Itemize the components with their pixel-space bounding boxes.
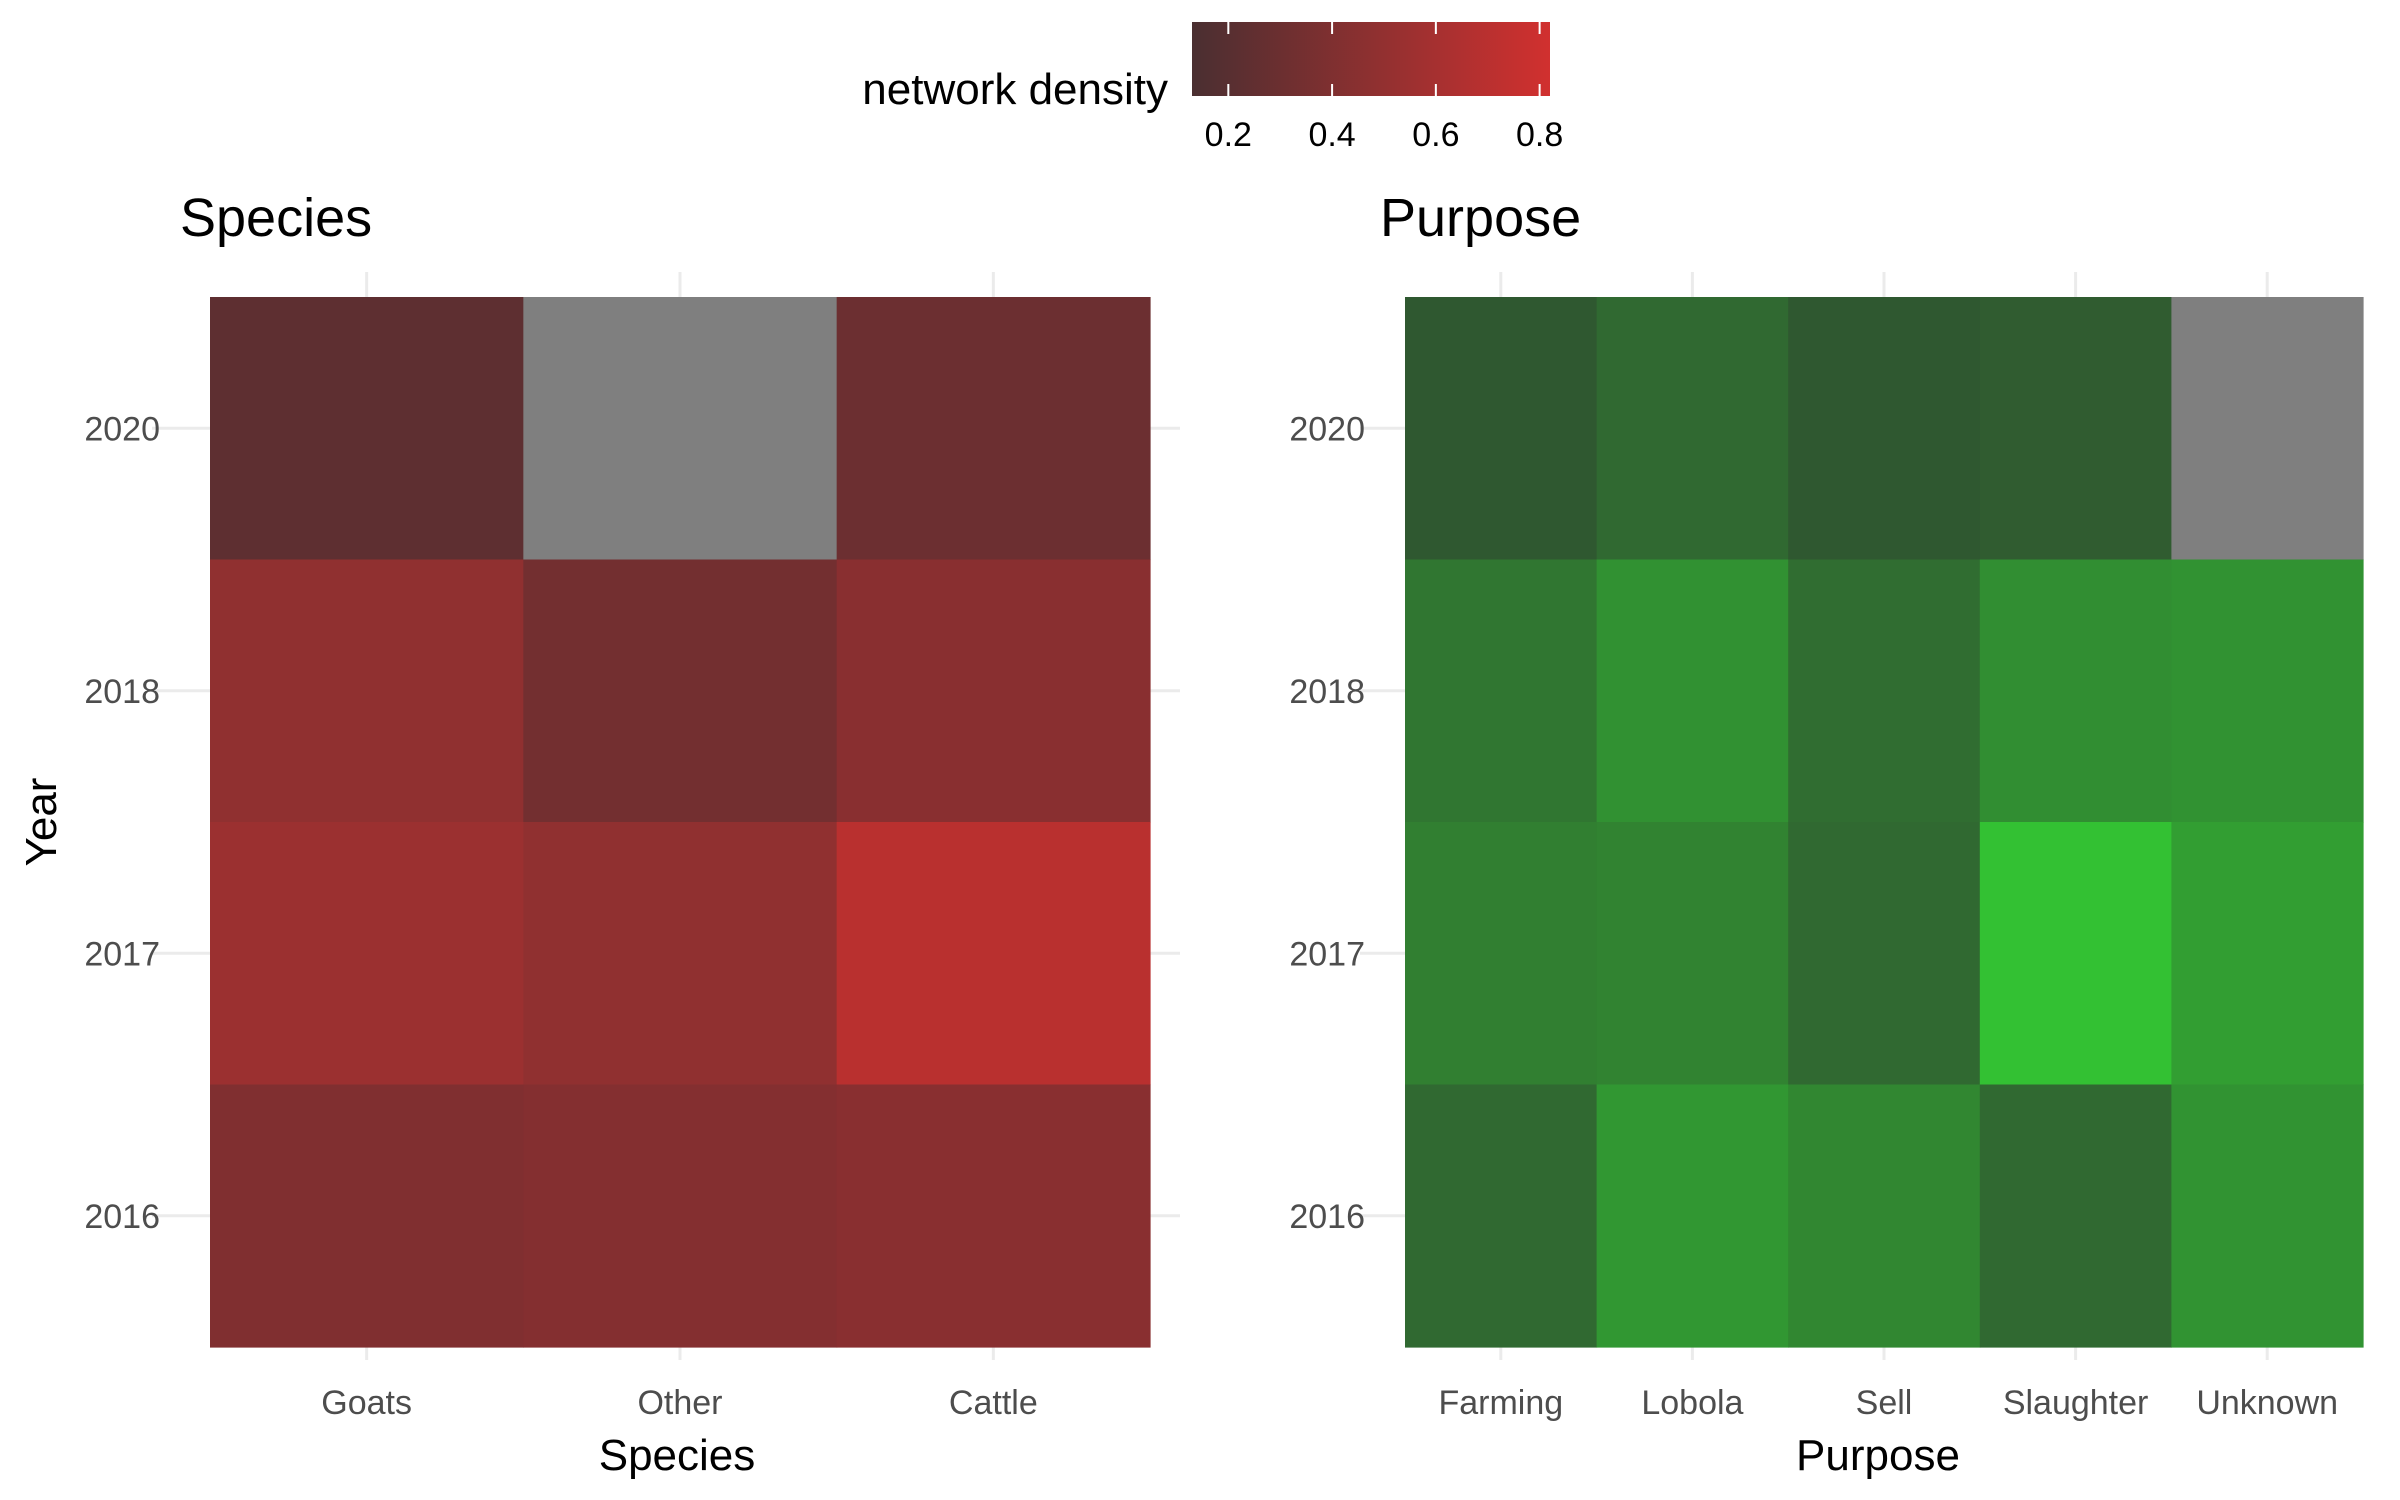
heatmap-tile	[1405, 822, 1598, 1086]
heatmap-tile	[2171, 822, 2364, 1086]
heatmap-tile	[1788, 822, 1981, 1086]
heatmap-tile	[836, 822, 1151, 1086]
legend-title: network density	[862, 65, 1168, 114]
heatmap-tile	[1979, 297, 2172, 561]
y-tick-label: 2020	[84, 410, 160, 448]
purpose-y-tick-labels: 2020 2018 2017 2016	[1289, 410, 1365, 1236]
heatmap-tile	[836, 559, 1151, 823]
x-tick-label: Slaughter	[2003, 1384, 2149, 1422]
heatmap-tile	[523, 822, 838, 1086]
species-x-axis-title: Species	[599, 1431, 756, 1480]
heatmap-tile	[2171, 1084, 2364, 1348]
heatmap-tile	[1788, 297, 1981, 561]
heatmap-tile	[210, 1084, 524, 1348]
x-tick-label: Farming	[1438, 1384, 1563, 1422]
heatmap-tile	[2171, 559, 2364, 823]
legend-tick-label: 0.6	[1412, 116, 1459, 154]
heatmap-tile	[523, 559, 838, 823]
heatmap-tile	[1979, 559, 2172, 823]
heatmap-tile	[1405, 1084, 1598, 1348]
legend-ticks: 0.2 0.4 0.6 0.8	[1205, 22, 1563, 154]
legend-tick-label: 0.8	[1516, 116, 1563, 154]
purpose-panel: Purpose Farming Lobola Sell Slaughter Unknow…	[1289, 188, 2364, 1480]
x-tick-label: Lobola	[1641, 1384, 1743, 1422]
y-tick-label: 2018	[1289, 673, 1365, 711]
legend-tick-label: 0.2	[1205, 116, 1252, 154]
heatmap-tile	[836, 1084, 1151, 1348]
purpose-heatmap-tiles	[1405, 297, 2364, 1348]
heatmap-tile	[1405, 297, 1598, 561]
purpose-x-axis-title: Purpose	[1796, 1431, 1960, 1480]
species-panel-title: Species	[180, 188, 372, 248]
y-tick-label: 2017	[84, 935, 160, 973]
species-x-tick-labels: Goats Other Cattle	[321, 1384, 1037, 1422]
y-axis-title: Year	[17, 778, 66, 867]
heatmap-tile	[210, 822, 524, 1086]
heatmap-tile	[523, 1084, 838, 1348]
heatmap-tile	[836, 297, 1151, 561]
legend-colorbar	[1192, 22, 1550, 96]
y-tick-label: 2017	[1289, 935, 1365, 973]
x-tick-label: Goats	[321, 1384, 412, 1422]
y-tick-label: 2020	[1289, 410, 1365, 448]
heatmap-tile	[1788, 1084, 1981, 1348]
heatmap-tile	[2171, 297, 2364, 561]
heatmap-tile	[1788, 559, 1981, 823]
species-heatmap-tiles	[210, 297, 1151, 1348]
x-tick-label: Unknown	[2196, 1384, 2338, 1422]
x-tick-label: Sell	[1856, 1384, 1913, 1422]
legend-tick-label: 0.4	[1308, 116, 1355, 154]
species-panel: Species Goats Other Cattle 2020 2018 2017 201…	[17, 188, 1180, 1480]
y-tick-label: 2018	[84, 673, 160, 711]
heatmap-tile	[210, 559, 524, 823]
color-legend: network density 0.2 0.4 0.6 0.8	[862, 22, 1563, 154]
heatmap-tile	[1405, 559, 1598, 823]
heatmap-tile	[1979, 1084, 2172, 1348]
heatmap-tile	[1979, 822, 2172, 1086]
heatmap-tile	[523, 297, 838, 561]
y-tick-label: 2016	[1289, 1198, 1365, 1236]
heatmap-tile	[1596, 1084, 1789, 1348]
heatmap-tile	[1596, 559, 1789, 823]
heatmap-tile	[1596, 297, 1789, 561]
y-tick-label: 2016	[84, 1198, 160, 1236]
species-y-tick-labels: 2020 2018 2017 2016	[84, 410, 160, 1236]
purpose-x-tick-labels: Farming Lobola Sell Slaughter Unknown	[1438, 1384, 2338, 1422]
heatmap-tile	[210, 297, 524, 561]
x-tick-label: Cattle	[949, 1384, 1038, 1422]
x-tick-label: Other	[637, 1384, 722, 1422]
heatmap-tile	[1596, 822, 1789, 1086]
purpose-panel-title: Purpose	[1380, 188, 1581, 248]
